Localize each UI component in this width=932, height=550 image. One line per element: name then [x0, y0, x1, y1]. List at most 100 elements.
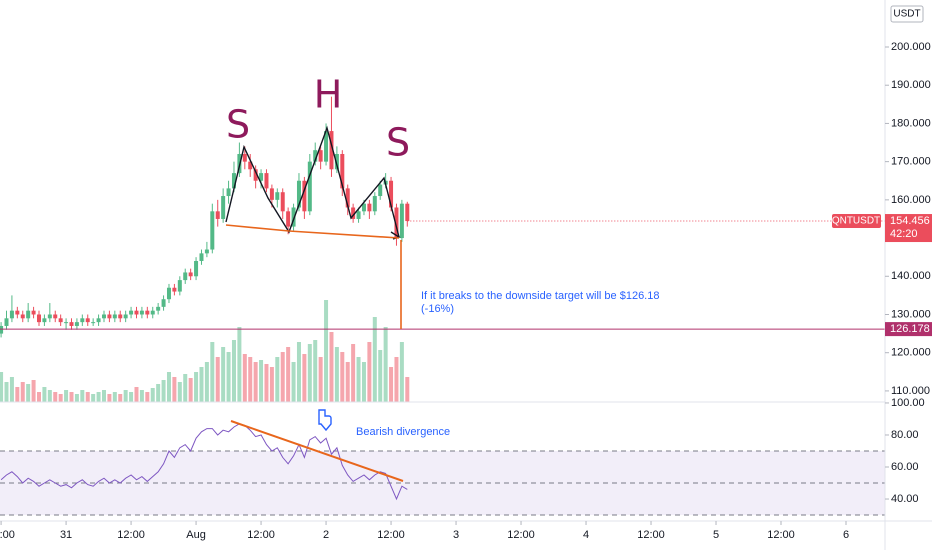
volume-bar: [139, 390, 144, 402]
volume-bar: [150, 388, 155, 402]
volume-bar: [156, 384, 161, 402]
candle-body: [74, 322, 79, 326]
candle-body: [9, 310, 14, 319]
x-tick-label: 3: [453, 529, 459, 541]
volume-bar: [231, 340, 236, 402]
volume-bar: [4, 382, 9, 402]
currency-box[interactable]: [890, 5, 924, 23]
candle-body: [345, 188, 350, 208]
volume-bar: [112, 392, 117, 402]
x-tick-label: 12:00: [377, 529, 405, 541]
candle-body: [199, 253, 204, 261]
volume-bar: [204, 362, 209, 402]
price-tag-label: 154.456: [890, 215, 930, 227]
volume-bar: [194, 372, 199, 402]
candle-body: [0, 325, 4, 334]
volume-bar: [378, 350, 383, 402]
volume-bar: [372, 317, 377, 402]
volume-bar: [166, 372, 171, 402]
volume-bar: [329, 332, 334, 402]
candle-body: [31, 310, 36, 315]
y-tick-label: 170.000: [891, 156, 931, 168]
candle-body: [361, 203, 366, 212]
divergence-note: Bearish divergence: [356, 426, 450, 438]
rsi-tick-label: 60.00: [891, 461, 919, 473]
volume-bar: [248, 357, 253, 402]
x-tick-label: 12:00: [637, 529, 665, 541]
rsi-tick-label: 80.00: [891, 429, 919, 441]
volume-bar: [275, 357, 280, 402]
candle-body: [307, 161, 312, 212]
candle-body: [226, 188, 231, 197]
neckline: [225, 224, 400, 239]
candle-body: [378, 184, 383, 197]
volume-bar: [183, 374, 188, 402]
pattern-label: S: [226, 103, 250, 147]
volume-bar: [145, 392, 150, 402]
candle-layer: [0, 96, 410, 338]
volume-bar: [177, 382, 182, 402]
candle-body: [26, 310, 31, 319]
volume-bar: [58, 394, 63, 402]
target-tag-label: 126.178: [890, 323, 930, 335]
candle-body: [242, 153, 247, 162]
volume-bar: [340, 352, 345, 402]
y-tick-label: 160.000: [891, 194, 931, 206]
volume-bar: [91, 394, 96, 402]
candle-body: [340, 153, 345, 189]
candle-body: [64, 322, 69, 324]
y-tick-label: 130.000: [891, 308, 931, 320]
candle-body: [318, 150, 323, 162]
candle-body: [248, 161, 253, 170]
candle-body: [399, 203, 404, 239]
candle-body: [96, 318, 101, 323]
volume-bar: [334, 347, 339, 402]
candle-body: [313, 150, 318, 162]
volume-bar: [318, 357, 323, 402]
candle-body: [264, 173, 269, 189]
candle-body: [394, 207, 399, 239]
volume-bar: [210, 342, 215, 402]
candle-body: [367, 203, 372, 212]
volume-bar: [47, 390, 52, 402]
candle-body: [20, 314, 25, 319]
candle-body: [172, 287, 177, 292]
candle-body: [389, 180, 394, 208]
volume-bar: [389, 367, 394, 402]
volume-bar: [107, 394, 112, 402]
volume-bar: [53, 392, 58, 402]
candle-body: [47, 314, 52, 319]
rsi-line: [0, 423, 408, 501]
candle-body: [372, 196, 377, 212]
candle-body: [166, 287, 171, 300]
candle-body: [296, 180, 301, 208]
target-tag: [885, 322, 932, 337]
x-tick-label: 12:00: [507, 529, 535, 541]
hand-icon: [318, 409, 332, 432]
candle-body: [231, 173, 236, 189]
x-tick-label: Aug: [186, 529, 206, 541]
symbol-tag-label: QNTUSDT: [832, 216, 880, 227]
candle-body: [405, 203, 410, 222]
candle-body: [101, 314, 106, 319]
volume-bar: [291, 362, 296, 402]
candle-body: [194, 260, 199, 277]
rsi-tick-label: 40.00: [891, 493, 919, 505]
pattern-zigzag: [225, 125, 400, 238]
candle-body: [4, 318, 9, 326]
volume-bar: [280, 352, 285, 402]
candle-body: [253, 169, 258, 181]
candle-body: [210, 211, 215, 250]
volume-bar: [394, 357, 399, 402]
candle-body: [291, 207, 296, 227]
candle-body: [334, 153, 339, 170]
x-tick-label: 31: [60, 529, 72, 541]
x-tick-label: 12:00: [117, 529, 145, 541]
candle-body: [302, 180, 307, 212]
candle-body: [156, 306, 161, 311]
volume-bar: [269, 367, 274, 402]
pattern-label: S: [386, 121, 410, 165]
volume-bar: [302, 354, 307, 402]
